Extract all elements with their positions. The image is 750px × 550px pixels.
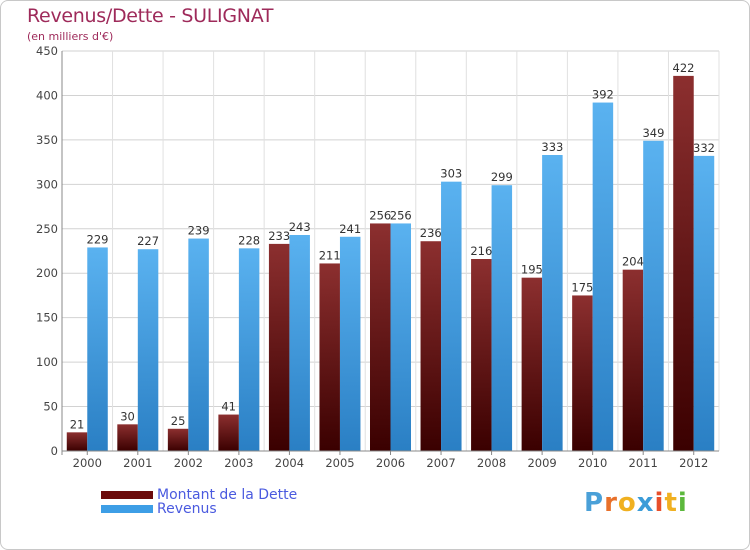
x-tick-label: 2009 [527, 456, 556, 470]
x-tick-label: 2006 [376, 456, 405, 470]
data-label-revenus: 303 [440, 167, 462, 181]
x-tick-label: 2007 [426, 456, 455, 470]
bar-debt [218, 414, 239, 451]
bar-revenus [390, 223, 411, 451]
x-tick-label: 2005 [325, 456, 354, 470]
legend-item-debt: Montant de la Dette [101, 487, 297, 503]
bar-debt [167, 428, 189, 451]
bar-debt [268, 243, 290, 451]
bar-revenus [542, 155, 563, 451]
bar-debt [622, 269, 644, 451]
y-tick-label: 250 [36, 222, 58, 236]
data-label-debt: 21 [70, 417, 85, 431]
x-tick-label: 2008 [477, 456, 506, 470]
data-label-revenus: 243 [289, 220, 311, 234]
bar-revenus [491, 185, 513, 451]
data-label-debt: 195 [521, 263, 543, 277]
data-label-revenus: 229 [87, 232, 109, 246]
data-label-revenus: 239 [188, 224, 210, 238]
y-tick-label: 350 [36, 133, 58, 147]
logo-letter: i [654, 488, 665, 518]
bar-revenus [693, 155, 715, 451]
data-label-debt: 204 [622, 255, 644, 269]
logo-letter: x [636, 488, 655, 518]
data-label-revenus: 256 [390, 208, 412, 222]
data-label-debt: 25 [171, 414, 186, 428]
data-label-debt: 233 [268, 229, 290, 243]
data-label-debt: 175 [571, 280, 593, 294]
bar-revenus [188, 238, 209, 451]
x-tick-label: 2004 [275, 456, 304, 470]
bar-revenus [238, 248, 260, 451]
data-label-debt: 216 [470, 244, 492, 258]
y-tick-label: 150 [36, 311, 58, 325]
data-label-debt: 422 [673, 61, 695, 75]
bar-debt [370, 223, 391, 451]
data-label-revenus: 332 [693, 141, 715, 155]
logo-letter: i [677, 488, 688, 518]
y-tick-label: 0 [51, 444, 58, 458]
bar-debt [572, 295, 593, 451]
x-tick-label: 2010 [578, 456, 607, 470]
logo-letter: o [617, 488, 637, 518]
x-tick-label: 2000 [73, 456, 102, 470]
data-label-debt: 211 [319, 248, 341, 262]
data-label-debt: 41 [221, 400, 236, 414]
y-tick-label: 200 [36, 266, 58, 280]
y-tick-label: 100 [36, 355, 58, 369]
data-label-debt: 256 [369, 208, 391, 222]
bar-debt [319, 263, 340, 451]
x-tick-label: 2002 [174, 456, 203, 470]
x-tick-label: 2011 [629, 456, 658, 470]
bar-debt [420, 241, 442, 451]
bar-revenus [592, 102, 614, 452]
chart-subtitle: (en milliers d'€) [27, 30, 114, 43]
bar-debt [471, 259, 492, 451]
bar-debt [66, 432, 88, 451]
bar-debt [673, 75, 694, 451]
y-tick-label: 300 [36, 177, 58, 191]
logo-letter: t [664, 488, 678, 518]
bar-revenus [289, 235, 310, 451]
x-tick-label: 2003 [224, 456, 253, 470]
data-label-revenus: 349 [642, 126, 664, 140]
data-label-revenus: 227 [137, 234, 159, 248]
data-label-debt: 30 [120, 409, 135, 423]
chart-title: Revenus/Dette - SULIGNAT [27, 5, 274, 27]
bar-debt [521, 277, 543, 451]
data-label-revenus: 333 [541, 140, 563, 154]
bar-debt [117, 424, 138, 451]
legend-swatch-revenus [101, 505, 153, 513]
bar-revenus [441, 181, 462, 451]
y-tick-label: 400 [36, 88, 58, 102]
proxiti-logo: Proxiti [584, 488, 688, 518]
data-label-revenus: 392 [592, 88, 614, 102]
legend-label-debt: Montant de la Dette [157, 487, 298, 503]
logo-letter: r [604, 488, 618, 518]
data-label-revenus: 299 [491, 170, 513, 184]
data-label-revenus: 228 [238, 233, 260, 247]
bar-revenus [87, 247, 108, 451]
y-tick-label: 450 [36, 44, 58, 58]
legend-swatch-debt [101, 491, 153, 499]
data-label-debt: 236 [420, 226, 442, 240]
bar-revenus [339, 236, 361, 451]
legend-label-revenus: Revenus [157, 501, 217, 517]
legend-item-revenus: Revenus [101, 501, 217, 517]
y-tick-label: 50 [43, 400, 58, 414]
logo-letter: P [584, 488, 605, 518]
x-tick-label: 2012 [679, 456, 708, 470]
bar-revenus [137, 249, 159, 451]
data-label-revenus: 241 [339, 222, 361, 236]
x-tick-label: 2001 [123, 456, 152, 470]
bar-revenus [643, 140, 664, 451]
